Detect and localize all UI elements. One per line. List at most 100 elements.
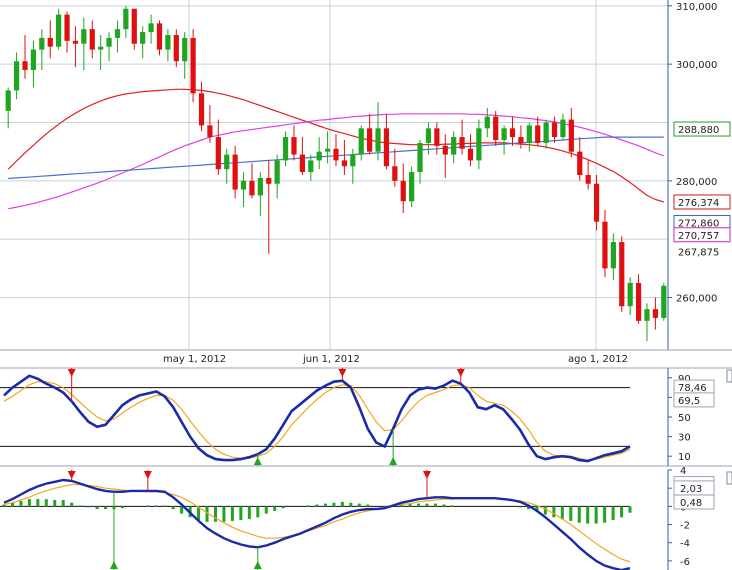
macd-histogram-bar xyxy=(146,505,150,507)
macd-histogram-bar xyxy=(95,506,99,510)
buy-signal-arrow xyxy=(253,457,262,465)
candlestick xyxy=(375,102,381,161)
candle-body xyxy=(375,128,381,152)
candlestick xyxy=(198,81,205,132)
macd-histogram-bar xyxy=(611,506,615,520)
candlestick xyxy=(619,236,625,313)
macd-histogram-bar xyxy=(433,503,437,507)
macd-histogram-bar xyxy=(61,500,65,507)
macd-histogram-bar xyxy=(19,500,23,507)
stochastic-value-tag xyxy=(673,392,715,408)
candle-body xyxy=(282,137,289,161)
price-tick-label: 280,000 xyxy=(676,177,717,188)
candle-body xyxy=(526,125,532,143)
candle-body xyxy=(417,142,423,173)
candle-body xyxy=(56,14,62,47)
macd-histogram-bar xyxy=(586,506,590,524)
candle-body xyxy=(484,116,490,129)
stochastic-panel-toggle[interactable] xyxy=(726,369,732,383)
price-value-tag xyxy=(673,227,731,243)
candle-body xyxy=(324,148,331,152)
macd-histogram-bar xyxy=(518,506,522,508)
candlestick xyxy=(299,137,305,175)
date-tick-label: may 1, 2012 xyxy=(163,354,226,365)
macd-line xyxy=(3,478,631,570)
candlestick xyxy=(98,35,104,70)
candlestick xyxy=(535,116,541,146)
sell-signal-arrow xyxy=(67,369,76,377)
candle-body xyxy=(644,309,650,321)
macd-histogram-bar xyxy=(154,505,158,507)
macd-histogram-bar xyxy=(36,499,40,507)
macd-histogram-bar xyxy=(366,504,370,507)
stochastic-k-line xyxy=(3,374,631,463)
macd-histogram-bar xyxy=(230,506,234,521)
moving-average-line xyxy=(7,88,664,203)
candle-body xyxy=(493,116,499,140)
candlestick xyxy=(266,160,272,254)
candle-body xyxy=(442,145,448,155)
price-tick-label: 300,000 xyxy=(676,60,717,71)
price-value-tag xyxy=(673,194,731,210)
macd-histogram-bar xyxy=(603,506,607,523)
candlestick xyxy=(518,125,524,149)
candlestick xyxy=(22,35,28,79)
candlestick xyxy=(442,134,448,178)
candlestick xyxy=(56,8,62,50)
candle-body xyxy=(451,137,457,155)
macd-histogram-bar xyxy=(400,504,404,507)
candlestick xyxy=(308,154,314,181)
candlestick xyxy=(509,116,516,146)
macd-histogram-bar xyxy=(543,506,547,515)
candle-body xyxy=(207,125,213,138)
candlestick xyxy=(240,172,247,208)
candlestick xyxy=(165,29,171,62)
candle-body xyxy=(224,154,230,170)
macd-histogram-bar xyxy=(442,504,446,507)
candle-body xyxy=(140,32,146,44)
candlestick xyxy=(367,113,373,155)
candle-body xyxy=(585,175,591,184)
candlestick xyxy=(602,210,608,278)
candle-body xyxy=(72,40,79,44)
macd-histogram-bar xyxy=(78,505,82,507)
candle-body xyxy=(274,160,280,184)
macd-histogram-bar xyxy=(120,506,124,509)
candle-body xyxy=(367,128,373,152)
macd-histogram-bar xyxy=(2,504,6,507)
candlestick xyxy=(551,116,558,143)
macd-histogram-bar xyxy=(281,506,285,509)
candlestick xyxy=(560,113,566,140)
candle-body xyxy=(165,35,171,50)
candle-body xyxy=(190,37,196,94)
candlestick xyxy=(114,20,121,53)
candlestick xyxy=(501,125,507,155)
price-value-tag-label: 272,860 xyxy=(678,218,719,229)
macd-histogram-bar xyxy=(44,499,48,507)
candlestick xyxy=(610,233,616,280)
macd-histogram-bar xyxy=(569,506,573,521)
candle-body xyxy=(232,154,238,190)
candle-body xyxy=(350,154,356,167)
candle-body xyxy=(467,148,474,161)
sell-signal-arrow xyxy=(422,471,431,479)
macd-panel-toggle[interactable] xyxy=(726,471,732,485)
candlestick xyxy=(661,282,667,321)
macd-tick-label: -6 xyxy=(680,557,690,568)
price-plot-area xyxy=(0,0,668,350)
macd-histogram-bar xyxy=(213,506,217,522)
candlestick xyxy=(476,119,482,170)
candle-body xyxy=(131,8,137,44)
candlestick xyxy=(274,154,280,199)
macd-tick-label: 4 xyxy=(680,466,686,477)
macd-histogram-bar xyxy=(264,506,268,514)
sell-signal-arrow xyxy=(456,369,465,377)
date-tick-label: ago 1, 2012 xyxy=(568,354,628,365)
candlestick xyxy=(333,134,339,167)
candlestick xyxy=(358,125,364,161)
candlestick xyxy=(383,113,390,170)
candlestick xyxy=(148,14,154,44)
candlestick xyxy=(182,32,188,79)
